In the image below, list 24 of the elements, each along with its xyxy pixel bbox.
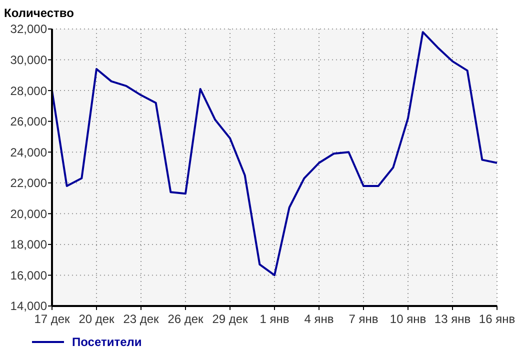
x-tick-label: 26 дек bbox=[168, 312, 204, 326]
x-tick-label: 4 янв bbox=[304, 312, 334, 326]
y-tick-label: 22,000 bbox=[10, 176, 48, 190]
y-tick-label: 28,000 bbox=[10, 84, 48, 98]
legend-label: Посетители bbox=[72, 335, 142, 350]
x-tick-label: 1 янв bbox=[260, 312, 290, 326]
x-tick-label: 20 дек bbox=[78, 312, 116, 326]
x-tick-label: 23 дек bbox=[123, 312, 160, 326]
y-tick-label: 30,000 bbox=[10, 52, 48, 67]
x-tick-label: 29 дек bbox=[212, 312, 249, 326]
y-tick-label: 32,000 bbox=[10, 22, 48, 36]
line-series bbox=[51, 31, 498, 276]
y-axis-title: Количество bbox=[4, 6, 74, 20]
y-tick-label: 18,000 bbox=[10, 238, 48, 252]
x-tick-label: 10 янв bbox=[390, 312, 426, 326]
y-tick-label: 20,000 bbox=[10, 206, 48, 221]
x-tick-label: 7 янв bbox=[348, 312, 378, 326]
y-tick-label: 16,000 bbox=[10, 268, 48, 282]
x-tick-label: 16 янв bbox=[478, 312, 516, 326]
y-tick-label: 24,000 bbox=[10, 145, 48, 160]
x-tick-label: 17 дек bbox=[34, 312, 71, 326]
y-tick-label: 26,000 bbox=[10, 114, 48, 129]
y-tick-label: 14,000 bbox=[10, 299, 48, 314]
x-tick-label: 13 янв bbox=[434, 312, 471, 326]
